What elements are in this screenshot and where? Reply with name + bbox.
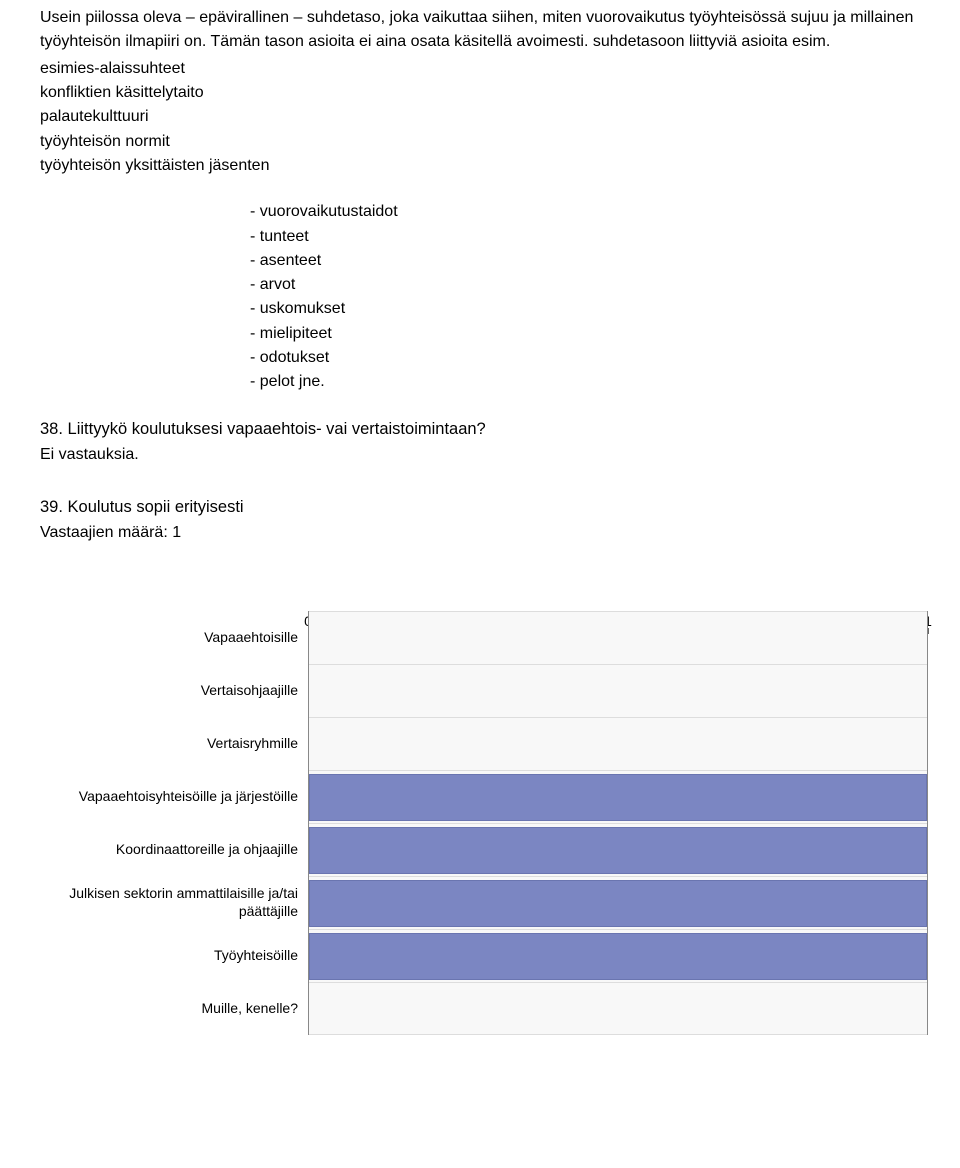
question-39-count: Vastaajien määrä: 1 xyxy=(40,521,928,545)
sublist-item: - tunteet xyxy=(250,225,928,249)
intro-sublist: - vuorovaikutustaidot - tunteet - asente… xyxy=(250,200,928,395)
chart-row-label: Työyhteisöille xyxy=(40,947,308,965)
chart-row: Työyhteisöille xyxy=(40,929,928,982)
question-39-heading: 39. Koulutus sopii erityisesti xyxy=(40,495,928,520)
chart-bar-fill xyxy=(309,827,927,874)
intro-list: esimies-alaissuhteet konfliktien käsitte… xyxy=(40,57,928,179)
sublist-item: - asenteet xyxy=(250,249,928,273)
chart-row: Julkisen sektorin ammattilaisille ja/tai… xyxy=(40,876,928,929)
list-item: palautekulttuuri xyxy=(40,105,928,129)
chart-bar-area xyxy=(308,770,928,823)
sublist-item: - uskomukset xyxy=(250,297,928,321)
chart-bar-area xyxy=(308,982,928,1035)
chart-container: 01VapaaehtoisilleVertaisohjaajilleVertai… xyxy=(40,589,928,1035)
intro-paragraph: Usein piilossa oleva – epävirallinen – s… xyxy=(40,6,928,55)
chart-row-label: Vapaaehtoisyhteisöille ja järjestöille xyxy=(40,788,308,806)
chart-bar-area xyxy=(308,929,928,982)
chart-row: Vertaisohjaajille xyxy=(40,664,928,717)
sublist-item: - odotukset xyxy=(250,346,928,370)
chart-row: Vapaaehtoisille xyxy=(40,611,928,664)
sublist-item: - arvot xyxy=(250,273,928,297)
chart-bar-area xyxy=(308,664,928,717)
chart-row-label: Muille, kenelle? xyxy=(40,1000,308,1018)
chart-row-label: Vertaisohjaajille xyxy=(40,682,308,700)
chart-bar-fill xyxy=(309,933,927,980)
chart-bar-area xyxy=(308,611,928,664)
chart-row: Vapaaehtoisyhteisöille ja järjestöille xyxy=(40,770,928,823)
chart-bar-fill xyxy=(309,774,927,821)
list-item: esimies-alaissuhteet xyxy=(40,57,928,81)
question-38-heading: 38. Liittyykö koulutuksesi vapaaehtois- … xyxy=(40,417,928,442)
chart-bar-area xyxy=(308,876,928,929)
sublist-item: - vuorovaikutustaidot xyxy=(250,200,928,224)
question-38-answer: Ei vastauksia. xyxy=(40,443,928,467)
list-item: konfliktien käsittelytaito xyxy=(40,81,928,105)
sublist-item: - mielipiteet xyxy=(250,322,928,346)
chart-row: Koordinaattoreille ja ohjaajille xyxy=(40,823,928,876)
chart-row-label: Vapaaehtoisille xyxy=(40,629,308,647)
list-item: työyhteisön yksittäisten jäsenten xyxy=(40,154,928,178)
sublist-item: - pelot jne. xyxy=(250,370,928,394)
chart-bar-area xyxy=(308,823,928,876)
chart-bar-area xyxy=(308,717,928,770)
chart-row-label: Koordinaattoreille ja ohjaajille xyxy=(40,841,308,859)
chart-row-label: Vertaisryhmille xyxy=(40,735,308,753)
chart-bar-fill xyxy=(309,880,927,927)
chart-row: Vertaisryhmille xyxy=(40,717,928,770)
chart-row-label: Julkisen sektorin ammattilaisille ja/tai… xyxy=(40,885,308,920)
list-item: työyhteisön normit xyxy=(40,130,928,154)
chart-row: Muille, kenelle? xyxy=(40,982,928,1035)
